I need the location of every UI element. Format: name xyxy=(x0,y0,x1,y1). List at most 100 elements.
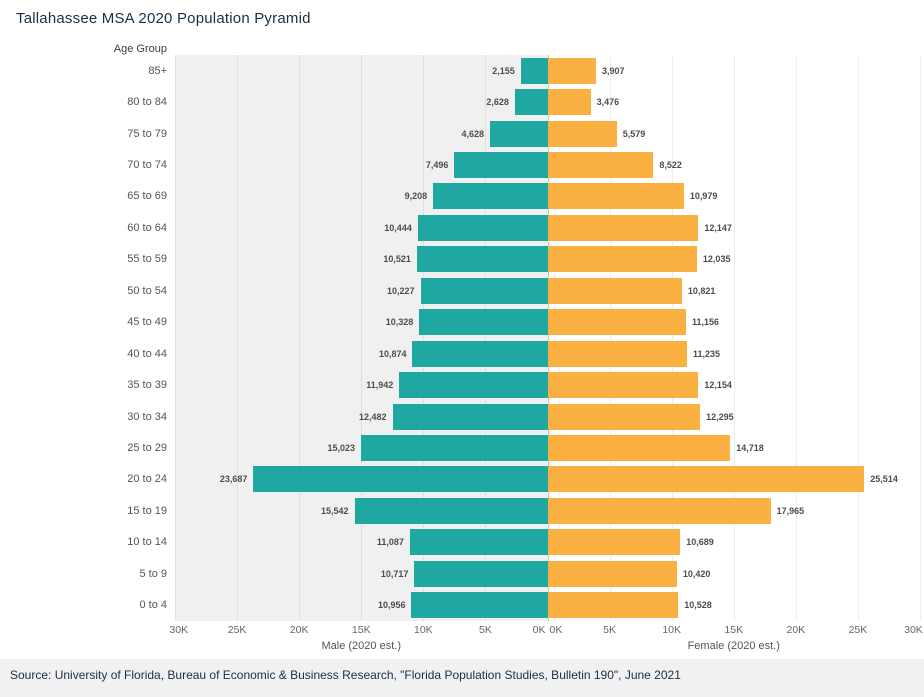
grid-layer xyxy=(175,55,921,621)
male-pane-shading xyxy=(175,55,548,621)
female-pane: 12,147 xyxy=(547,212,921,243)
male-bar[interactable] xyxy=(354,497,548,524)
gridline xyxy=(299,55,301,621)
female-bar[interactable] xyxy=(547,497,771,524)
female-value-label: 17,965 xyxy=(776,505,805,516)
age-group-label: 25 to 29 xyxy=(127,441,167,454)
male-pane: 10,444 xyxy=(175,212,548,243)
male-bar[interactable] xyxy=(360,434,548,461)
female-bar[interactable] xyxy=(547,529,681,556)
male-bar[interactable] xyxy=(417,214,548,241)
age-group-label: 30 to 34 xyxy=(127,410,167,423)
zero-axis-line xyxy=(547,55,549,621)
male-bar[interactable] xyxy=(399,372,548,399)
male-bar[interactable] xyxy=(414,560,548,587)
female-value-label: 5,579 xyxy=(622,128,646,139)
x-tick-label: 15K xyxy=(351,624,371,636)
female-bar[interactable] xyxy=(547,309,687,336)
gridline xyxy=(423,55,425,621)
female-bar[interactable] xyxy=(547,277,682,304)
male-value-label: 11,942 xyxy=(366,380,394,391)
male-bar[interactable] xyxy=(253,466,548,493)
male-pane: 10,874 xyxy=(175,338,548,369)
age-group-label: 20 to 24 xyxy=(127,473,167,486)
male-pane: 10,328 xyxy=(175,307,548,338)
male-pane: 10,956 xyxy=(175,589,548,620)
gridline xyxy=(857,55,859,621)
female-bar[interactable] xyxy=(547,466,865,493)
chart-title: Tallahassee MSA 2020 Population Pyramid xyxy=(16,10,311,27)
male-value-label: 10,956 xyxy=(377,600,406,611)
female-value-label: 12,147 xyxy=(704,222,732,233)
male-bar[interactable] xyxy=(412,340,548,367)
female-bar[interactable] xyxy=(547,89,591,116)
female-value-label: 10,420 xyxy=(682,568,711,579)
male-value-label: 10,444 xyxy=(384,222,412,233)
female-bar[interactable] xyxy=(547,214,699,241)
x-tick-label: 0K xyxy=(549,624,563,636)
male-bar[interactable] xyxy=(490,120,548,147)
male-pane: 15,542 xyxy=(175,495,548,526)
female-bar[interactable] xyxy=(547,246,697,273)
age-group-label: 55 to 59 xyxy=(127,253,167,266)
male-bar[interactable] xyxy=(433,183,548,210)
female-bar[interactable] xyxy=(547,434,731,461)
age-group-label: 0 to 4 xyxy=(139,599,167,612)
male-bar[interactable] xyxy=(392,403,548,430)
y-axis-title: Age Group xyxy=(113,43,167,55)
female-bar[interactable] xyxy=(547,120,617,147)
female-value-label: 11,235 xyxy=(693,348,721,359)
male-axis-title: Male (2020 est.) xyxy=(321,640,401,652)
female-bar[interactable] xyxy=(547,560,677,587)
x-tick-label: 5K xyxy=(478,624,492,636)
female-pane: 10,979 xyxy=(547,181,921,212)
pyramid-row: 20 to 24 23,687 25,514 xyxy=(0,464,920,495)
male-value-label: 10,328 xyxy=(385,317,414,328)
female-bar[interactable] xyxy=(547,183,684,210)
x-tick-label: 10K xyxy=(413,624,433,636)
gridline xyxy=(795,55,797,621)
x-axis-row: 30K 25K 20K 15K 10K 5K 0K 0K 5K 10K 15K 20K 25K 30K xyxy=(0,621,924,638)
male-bar[interactable] xyxy=(454,152,548,179)
female-value-label: 10,821 xyxy=(687,285,716,296)
male-bar[interactable] xyxy=(420,277,548,304)
male-value-label: 11,087 xyxy=(376,537,404,548)
male-bar[interactable] xyxy=(411,592,548,619)
female-bar[interactable] xyxy=(547,403,701,430)
pyramid-row: 15 to 19 15,542 17,965 xyxy=(0,495,920,526)
female-pane: 12,035 xyxy=(547,244,921,275)
age-group-label: 10 to 14 xyxy=(127,536,167,549)
female-pane: 12,154 xyxy=(547,369,921,400)
axis-spacer xyxy=(0,621,175,638)
age-group-label: 50 to 54 xyxy=(127,284,167,297)
female-bar[interactable] xyxy=(547,340,687,367)
female-pane: 25,514 xyxy=(547,464,921,495)
male-bar[interactable] xyxy=(514,89,548,116)
female-value-label: 11,156 xyxy=(692,317,720,328)
male-bar[interactable] xyxy=(520,57,548,84)
pyramid-row: 10 to 14 11,087 10,689 xyxy=(0,527,920,558)
female-value-label: 25,514 xyxy=(870,474,898,485)
male-bar[interactable] xyxy=(419,309,548,336)
male-value-label: 10,874 xyxy=(378,348,407,359)
female-bar[interactable] xyxy=(547,592,679,619)
source-bar: Source: University of Florida, Bureau of… xyxy=(0,659,924,697)
male-bar[interactable] xyxy=(416,246,548,273)
female-pane: 12,295 xyxy=(547,401,921,432)
male-bar[interactable] xyxy=(409,529,548,556)
male-pane: 11,942 xyxy=(175,369,548,400)
age-group-label: 70 to 74 xyxy=(127,159,167,172)
male-value-label: 10,521 xyxy=(383,254,411,265)
x-tick-label: 0K xyxy=(532,624,546,636)
female-bar[interactable] xyxy=(547,372,699,399)
female-bar[interactable] xyxy=(547,57,596,84)
female-value-label: 3,476 xyxy=(596,97,620,108)
age-group-label: 80 to 84 xyxy=(127,96,167,109)
female-bar[interactable] xyxy=(547,152,654,179)
female-value-label: 10,528 xyxy=(684,600,712,611)
pyramid-row: 85+ 2,155 3,907 xyxy=(0,55,920,86)
female-value-label: 14,718 xyxy=(736,442,764,453)
male-pane: 4,628 xyxy=(175,118,548,149)
male-pane: 23,687 xyxy=(175,464,548,495)
